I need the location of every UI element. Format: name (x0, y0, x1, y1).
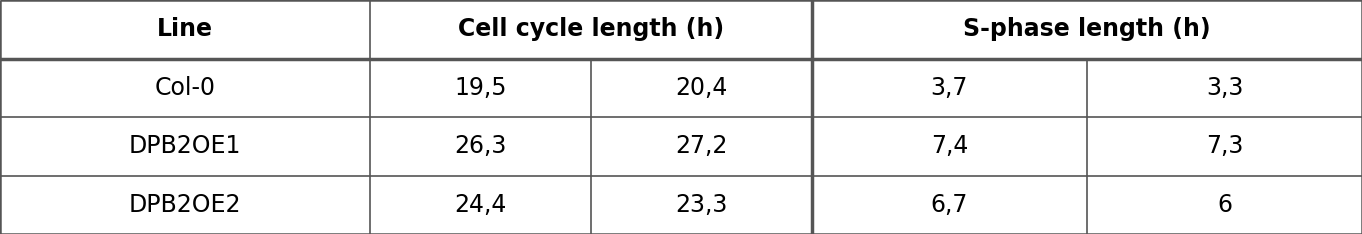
Text: DPB2OE1: DPB2OE1 (129, 134, 241, 158)
Text: 6: 6 (1216, 193, 1233, 217)
Text: 27,2: 27,2 (676, 134, 727, 158)
Text: Col-0: Col-0 (155, 76, 215, 100)
Text: 7,4: 7,4 (930, 134, 968, 158)
Text: 24,4: 24,4 (455, 193, 507, 217)
Text: Cell cycle length (h): Cell cycle length (h) (458, 17, 725, 41)
Text: 23,3: 23,3 (676, 193, 727, 217)
Text: Line: Line (157, 17, 214, 41)
Text: S-phase length (h): S-phase length (h) (963, 17, 1211, 41)
Text: 26,3: 26,3 (455, 134, 507, 158)
Text: 3,7: 3,7 (930, 76, 968, 100)
Text: 3,3: 3,3 (1205, 76, 1244, 100)
Text: DPB2OE2: DPB2OE2 (129, 193, 241, 217)
Text: 7,3: 7,3 (1205, 134, 1244, 158)
Text: 6,7: 6,7 (930, 193, 968, 217)
Text: 19,5: 19,5 (455, 76, 507, 100)
Text: 20,4: 20,4 (676, 76, 727, 100)
